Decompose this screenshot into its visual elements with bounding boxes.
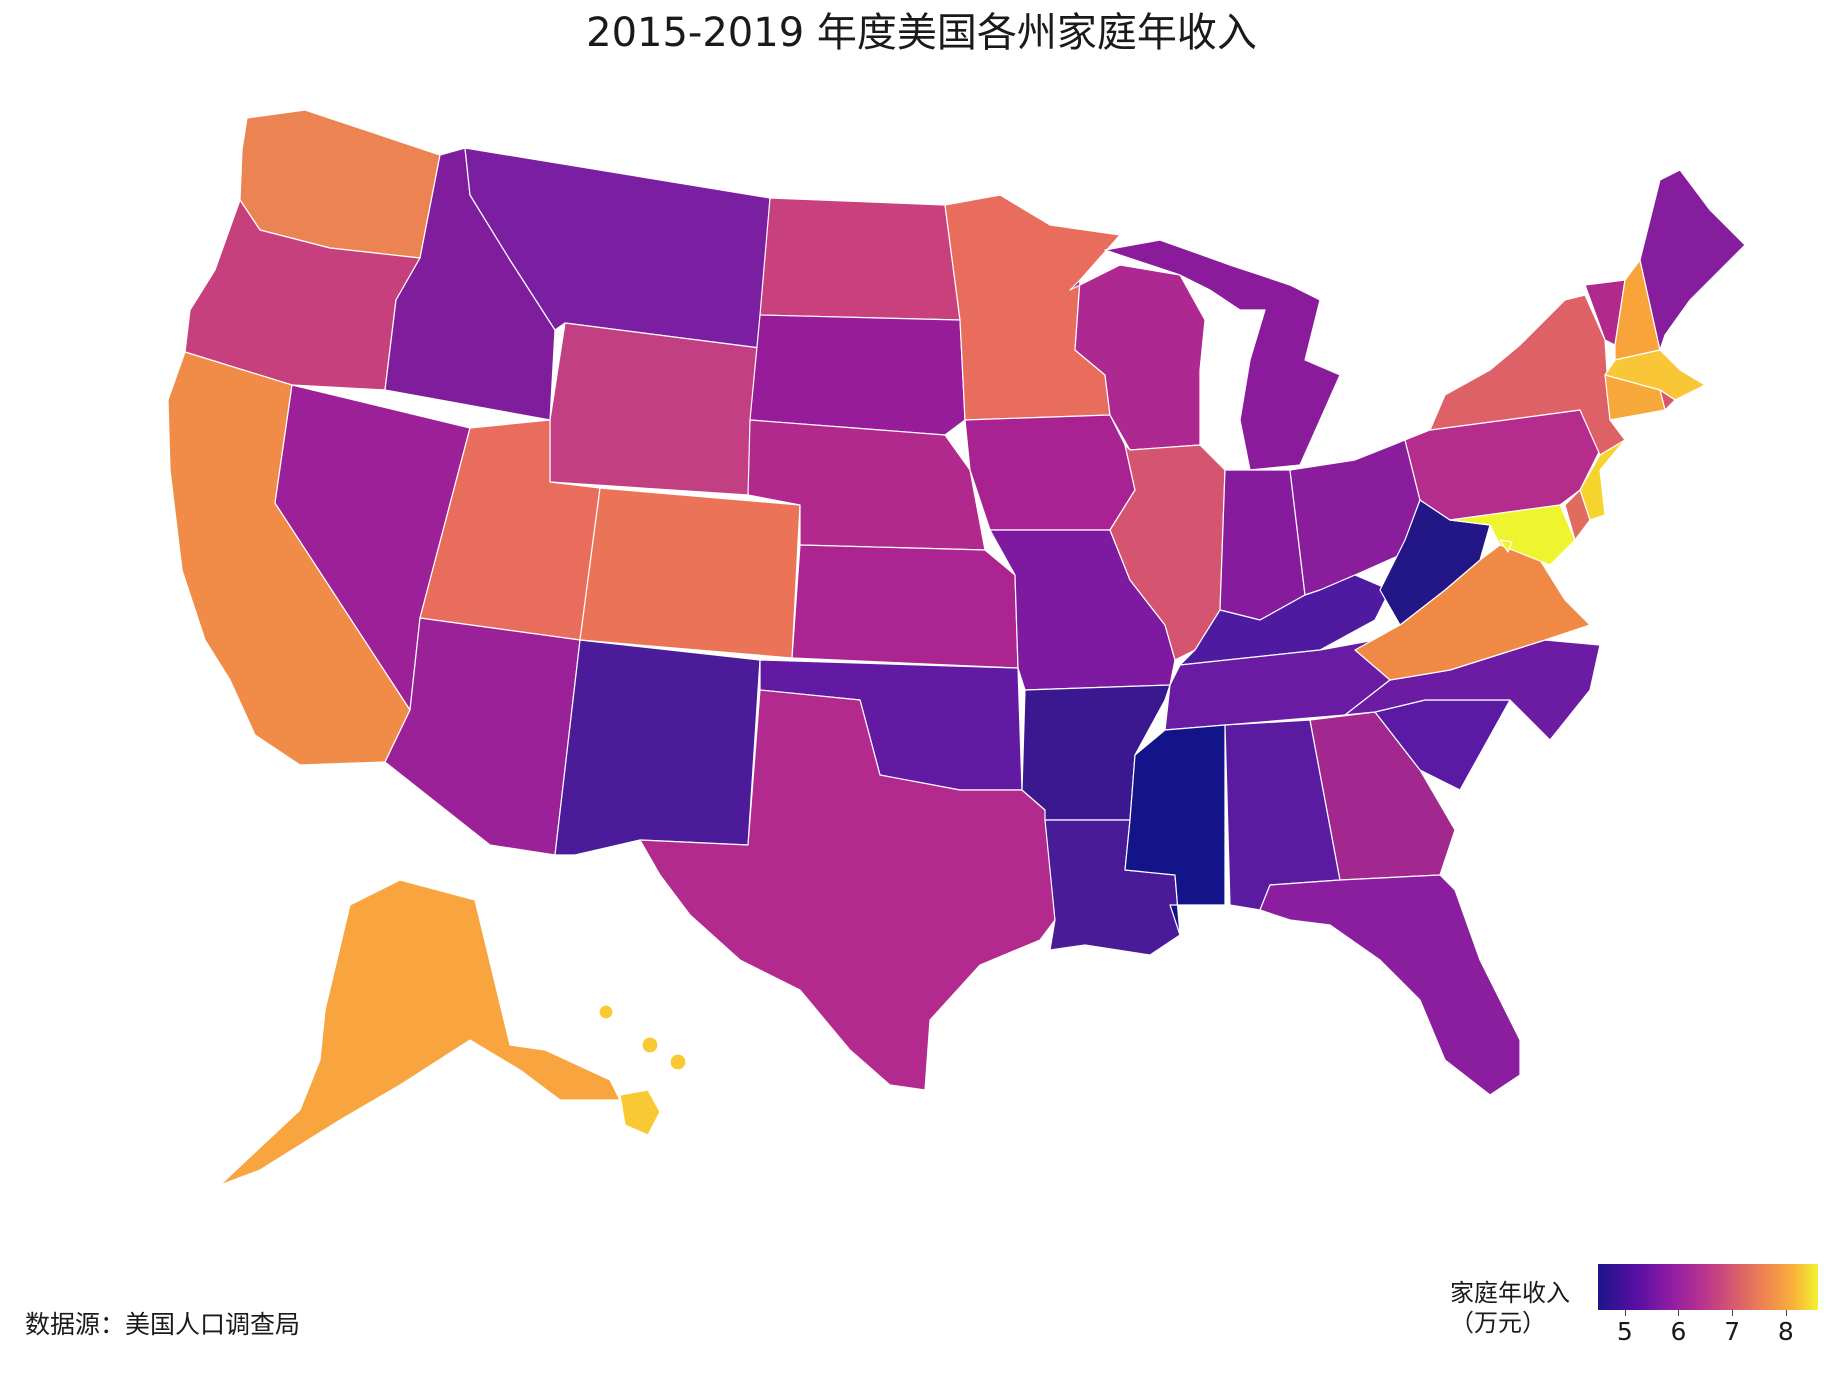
state-ct[interactable] [1604,374,1666,421]
state-ms[interactable] [1124,724,1226,936]
colorbar-tick-label: 6 [1670,1317,1687,1346]
colorbar-tick-label: 7 [1724,1317,1741,1346]
state-co[interactable] [579,487,801,659]
state-dc[interactable] [1499,539,1513,553]
colorbar-tick-mark [1624,1310,1626,1316]
state-de[interactable] [1564,489,1591,541]
state-ny[interactable] [1429,294,1626,456]
map-title: 2015-2019 年度美国各州家庭年收入 [586,10,1257,56]
state-ak[interactable] [219,879,621,1186]
colorbar-tick-mark [1785,1310,1787,1316]
colorbar-tick-mark [1678,1310,1680,1316]
colorbar [1598,1264,1818,1310]
state-hi-island[interactable] [669,1053,687,1071]
state-md[interactable] [1449,504,1576,566]
colorbar-tick-label: 8 [1777,1317,1794,1346]
state-mi[interactable] [1104,239,1341,471]
state-tx[interactable] [639,689,1056,1091]
state-me[interactable] [1639,169,1746,351]
colorbar-tick-mark [1732,1310,1734,1316]
state-wy[interactable] [549,322,761,496]
state-hi-island[interactable] [641,1036,659,1054]
colorbar-title-line1: 家庭年收入 [1450,1279,1570,1307]
colorbar-tick-label: 5 [1616,1317,1633,1346]
state-hi-island[interactable] [598,1004,614,1020]
state-hi[interactable] [619,1089,661,1136]
state-fl[interactable] [1259,874,1521,1096]
data-source-note: 数据源：美国人口调查局 [25,1310,301,1339]
state-ia[interactable] [964,414,1136,531]
state-il[interactable] [1109,444,1226,661]
colorbar-title: 家庭年收入 （万元） [1450,1278,1570,1338]
state-ks[interactable] [791,544,1019,669]
state-sd[interactable] [749,314,966,436]
state-nd[interactable] [759,197,961,321]
state-nm[interactable] [554,639,761,856]
colorbar-title-line2: （万元） [1450,1309,1546,1337]
